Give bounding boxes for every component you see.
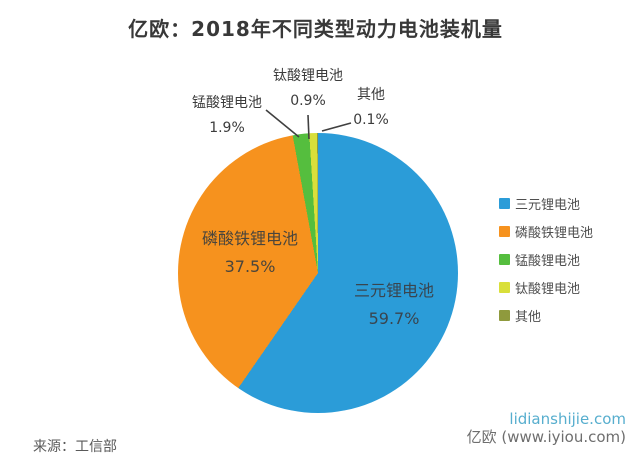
legend-item-ternary: 三元锂电池 [499, 196, 593, 213]
legend-swatch-ternary [499, 197, 510, 209]
watermark: lidianshijie.com 亿欧 (www.iyiou.com) [466, 410, 626, 447]
pie [178, 133, 458, 413]
legend: 三元锂电池 磷酸铁锂电池 锰酸锂电池 钛酸锂电池 其他 [499, 196, 593, 336]
callout-lto: 钛酸锂电池 0.9% [258, 68, 358, 109]
callout-lmo: 锰酸锂电池 1.9% [177, 95, 277, 136]
callout-lmo-pct: 1.9% [209, 120, 245, 136]
callout-lto-pct: 0.9% [290, 93, 326, 109]
slice-label-ternary: 三元锂电池 59.7% [328, 281, 460, 328]
legend-item-lto: 钛酸锂电池 [499, 280, 593, 297]
legend-label-other: 其他 [515, 309, 542, 325]
legend-item-other: 其他 [499, 308, 593, 325]
legend-swatch-other [499, 309, 510, 321]
slice-label-ternary-name: 三元锂电池 [353, 281, 434, 300]
legend-swatch-lfp [499, 225, 510, 237]
legend-label-lmo: 锰酸锂电池 [515, 253, 581, 269]
watermark-brand: 亿欧 (www.iyiou.com) [466, 428, 626, 446]
slice-label-lfp: 磷酸铁锂电池 37.5% [184, 229, 316, 276]
callout-lto-name: 钛酸锂电池 [273, 68, 343, 84]
legend-item-lfp: 磷酸铁锂电池 [499, 224, 594, 241]
callout-lmo-name: 锰酸锂电池 [192, 95, 262, 111]
legend-swatch-lto [499, 281, 510, 293]
callout-other-name: 其他 [357, 87, 385, 103]
chart-title: 亿欧：2018年不同类型动力电池装机量 [128, 17, 503, 41]
slice-label-lfp-name: 磷酸铁锂电池 [201, 229, 298, 248]
callout-other-pct: 0.1% [353, 112, 389, 128]
slice-label-lfp-pct: 37.5% [224, 257, 276, 276]
legend-label-lfp: 磷酸铁锂电池 [515, 225, 594, 241]
legend-label-ternary: 三元锂电池 [515, 197, 581, 213]
legend-swatch-lmo [499, 253, 510, 265]
callout-other: 其他 0.1% [340, 87, 402, 128]
watermark-site-url: lidianshijie.com [509, 410, 626, 428]
legend-label-lto: 钛酸锂电池 [515, 281, 581, 297]
legend-item-lmo: 锰酸锂电池 [499, 252, 593, 269]
source-text: 来源：工信部 [33, 439, 117, 455]
slice-label-ternary-pct: 59.7% [368, 309, 420, 328]
